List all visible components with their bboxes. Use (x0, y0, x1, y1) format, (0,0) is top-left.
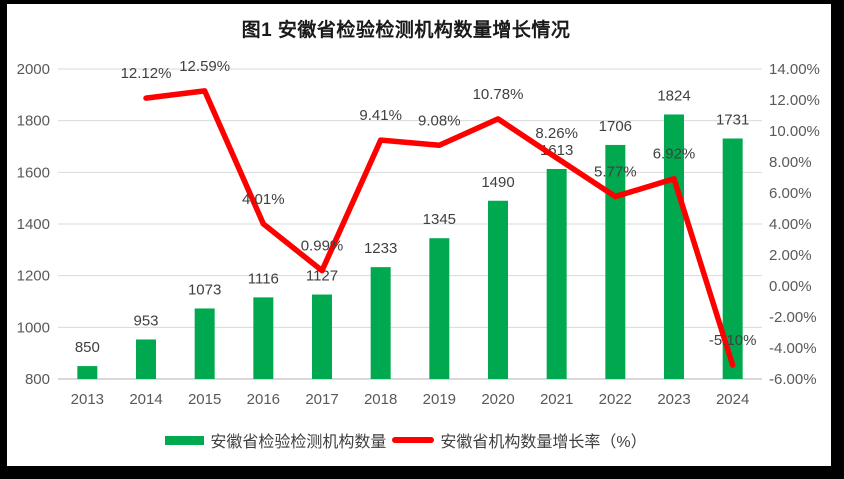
legend-bar-label: 安徽省检验检测机构数量 (210, 434, 387, 451)
left-axis-tick-1200: 1200 (17, 268, 50, 285)
x-axis-tick-2024: 2024 (716, 391, 749, 408)
bar-2021 (546, 168, 567, 379)
bar-label-2024: 1731 (716, 111, 749, 128)
growth-rate-line (143, 88, 736, 368)
chart-title: 图1 安徽省检验检测机构数量增长情况 (241, 20, 571, 41)
bar-label-2016: 1116 (248, 270, 279, 287)
left-axis-tick-1800: 1800 (17, 113, 50, 130)
bar-label-2013: 850 (75, 339, 100, 356)
right-axis-tick-6.00%: 6.00% (769, 185, 812, 202)
line-label-2020: 10.78% (473, 86, 524, 103)
line-label-2021: 8.26% (535, 125, 578, 142)
bar-label-2017: 1127 (306, 268, 338, 285)
x-axis-tick-2022: 2022 (599, 391, 632, 408)
right-axis-tick--6.00%: -6.00% (769, 371, 817, 388)
x-axis-tick-2018: 2018 (364, 391, 397, 408)
x-axis-tick-2017: 2017 (305, 391, 338, 408)
bar-label-2022: 1706 (599, 118, 632, 135)
line-label-2023: 6.92% (653, 146, 696, 163)
right-axis-tick-0.00%: 0.00% (769, 278, 812, 295)
line-label-2014: 12.12% (121, 65, 172, 82)
line-label-2022: 5.77% (594, 164, 637, 181)
line-label-2018: 9.41% (359, 107, 402, 124)
bar-label-2014: 953 (133, 312, 158, 329)
bar-label-2019: 1345 (423, 211, 456, 228)
legend-bar-swatch-icon (165, 435, 205, 445)
right-axis-tick-10.00%: 10.00% (769, 123, 820, 140)
right-axis-tick-14.00%: 14.00% (769, 61, 820, 78)
x-axis-tick-2013: 2013 (71, 391, 104, 408)
x-axis-tick-2023: 2023 (657, 391, 690, 408)
x-axis-tick-2021: 2021 (540, 391, 573, 408)
bar-2018 (370, 267, 391, 379)
x-axis-tick-2014: 2014 (129, 391, 162, 408)
bar-label-2015: 1073 (188, 281, 221, 298)
left-axis-tick-800: 800 (25, 371, 50, 388)
bar-label-2020: 1490 (481, 174, 514, 191)
line-label-2015: 12.59% (179, 58, 230, 75)
line-label-2016: 4.01% (242, 191, 285, 208)
x-axis-tick-2020: 2020 (481, 391, 514, 408)
line-label-2017: 0.99% (301, 238, 344, 255)
right-axis-tick--4.00%: -4.00% (769, 340, 817, 357)
left-axis-tick-1000: 1000 (17, 319, 50, 336)
bar-2017 (312, 294, 332, 379)
bar-2020 (488, 200, 508, 379)
line-label-2019: 9.08% (418, 112, 461, 129)
legend: 安徽省检验检测机构数量 安徽省机构数量增长率（%） (0, 428, 812, 452)
right-axis-tick-8.00%: 8.00% (769, 154, 812, 171)
right-axis-tick--2.00%: -2.00% (769, 309, 817, 326)
legend-line-label: 安徽省机构数量增长率（%） (440, 434, 647, 451)
bar-2022 (605, 144, 626, 379)
legend-line-swatch-icon (392, 437, 435, 443)
right-axis-tick-12.00%: 12.00% (769, 92, 820, 109)
left-axis-tick-1600: 1600 (17, 164, 50, 181)
bar-label-2018: 1233 (364, 240, 397, 257)
x-axis-tick-2015: 2015 (188, 391, 221, 408)
left-axis-tick-2000: 2000 (17, 61, 50, 78)
bar-2024 (722, 138, 743, 379)
right-axis-tick-4.00%: 4.00% (769, 216, 812, 233)
bar-2015 (194, 308, 215, 379)
left-axis-tick-1400: 1400 (17, 216, 50, 233)
bar-label-2023: 1824 (657, 87, 690, 104)
x-axis-tick-2016: 2016 (247, 391, 280, 408)
bar-2013 (77, 366, 98, 379)
right-axis-tick-2.00%: 2.00% (769, 247, 812, 264)
line-label-2024: -5.10% (709, 332, 757, 349)
x-axis-tick-2019: 2019 (423, 391, 456, 408)
bar-2016 (253, 297, 274, 379)
bar-2019 (429, 238, 450, 379)
bar-2014 (136, 339, 156, 379)
